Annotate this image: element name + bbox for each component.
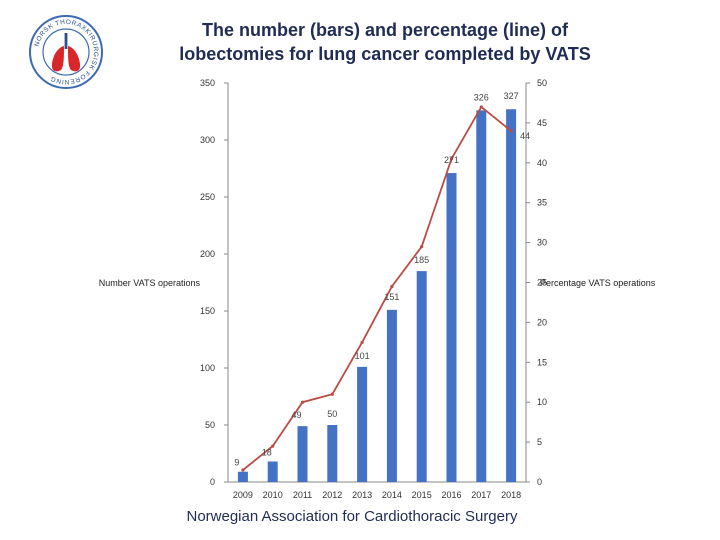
bar bbox=[386, 309, 397, 482]
x-tick-label: 2013 bbox=[352, 490, 372, 500]
percentage-line bbox=[242, 105, 512, 471]
right-tick-label: 25 bbox=[537, 278, 547, 288]
left-tick-label: 200 bbox=[200, 249, 215, 259]
bar-value-label: 326 bbox=[474, 92, 489, 102]
bar bbox=[327, 425, 338, 482]
line-series bbox=[241, 105, 513, 472]
line-point bbox=[420, 244, 424, 249]
bar-value-label: 18 bbox=[262, 447, 272, 457]
footer-text: Norwegian Association for Cardiothoracic… bbox=[186, 508, 518, 525]
bar-value-label: 151 bbox=[384, 292, 399, 302]
line-point bbox=[509, 129, 513, 133]
right-tick-label: 40 bbox=[537, 158, 547, 168]
line-point bbox=[330, 392, 334, 396]
right-tick-label: 0 bbox=[537, 477, 542, 487]
lungs-emblem-icon: NORSK THORAXKIRURGISK FORENING bbox=[28, 14, 104, 90]
left-tick-label: 350 bbox=[200, 78, 215, 88]
x-tick-label: 2011 bbox=[293, 490, 312, 500]
bar-value-label: 271 bbox=[444, 155, 459, 165]
line-point bbox=[479, 105, 483, 109]
bar bbox=[297, 426, 308, 482]
x-tick-label: 2018 bbox=[501, 490, 521, 500]
left-tick-label: 0 bbox=[210, 477, 215, 487]
bar-value-label: 327 bbox=[504, 91, 519, 101]
x-tick-label: 2016 bbox=[441, 490, 461, 500]
right-tick-label: 5 bbox=[537, 437, 542, 447]
right-tick-label: 10 bbox=[537, 397, 547, 407]
x-tick-label: 2009 bbox=[233, 490, 253, 500]
bar-value-label: 49 bbox=[291, 410, 301, 420]
left-axis: 0 50 100 150 200 250 300 350 bbox=[200, 78, 229, 487]
x-tick-label: 2010 bbox=[263, 490, 283, 500]
x-tick-label: 2017 bbox=[471, 490, 491, 500]
y-axis-label-right: Percentage VATS operations bbox=[540, 278, 656, 288]
bar bbox=[267, 461, 278, 482]
left-tick-label: 100 bbox=[200, 363, 215, 373]
bar-value-label: 9 bbox=[234, 458, 239, 468]
line-point bbox=[300, 400, 305, 404]
right-tick-label: 15 bbox=[537, 357, 547, 367]
bar bbox=[506, 109, 517, 482]
right-axis: 0 5 10 15 20 25 30 35 40 45 50 bbox=[525, 78, 547, 487]
y-axis-label-left: Number VATS operations bbox=[99, 278, 201, 288]
x-tick-label: 2015 bbox=[412, 490, 432, 500]
right-tick-label: 45 bbox=[537, 118, 547, 128]
bar bbox=[476, 110, 487, 483]
bar-value-label: 185 bbox=[414, 255, 429, 265]
line-point bbox=[241, 468, 245, 472]
right-tick-label: 35 bbox=[537, 198, 547, 208]
bar-series bbox=[237, 109, 517, 483]
line-point bbox=[360, 340, 364, 344]
line-value-label: 44 bbox=[520, 131, 530, 141]
right-tick-label: 50 bbox=[537, 78, 547, 88]
data-labels: 9 18 49 50 101 151 185 271 326 327 44 bbox=[234, 91, 530, 468]
right-tick-label: 20 bbox=[537, 317, 547, 327]
chart-title: The number (bars) and percentage (line) … bbox=[179, 20, 591, 64]
left-tick-label: 50 bbox=[205, 420, 215, 430]
x-tick-label: 2012 bbox=[322, 490, 342, 500]
bar bbox=[357, 366, 368, 482]
bar bbox=[416, 271, 427, 482]
right-tick-label: 30 bbox=[537, 238, 547, 248]
bar bbox=[237, 471, 248, 482]
left-tick-label: 250 bbox=[200, 192, 215, 202]
bar bbox=[446, 173, 457, 482]
left-tick-label: 150 bbox=[200, 306, 215, 316]
x-tick-label: 2014 bbox=[382, 490, 402, 500]
bar-value-label: 50 bbox=[327, 409, 337, 419]
x-axis: 2009 2010 2011 2012 2013 2014 2015 2016 2017 2018 bbox=[228, 481, 526, 500]
bar-value-label: 101 bbox=[355, 351, 370, 361]
line-point bbox=[271, 444, 275, 448]
line-point bbox=[449, 157, 454, 161]
line-point bbox=[390, 284, 394, 289]
left-tick-label: 300 bbox=[200, 135, 215, 145]
